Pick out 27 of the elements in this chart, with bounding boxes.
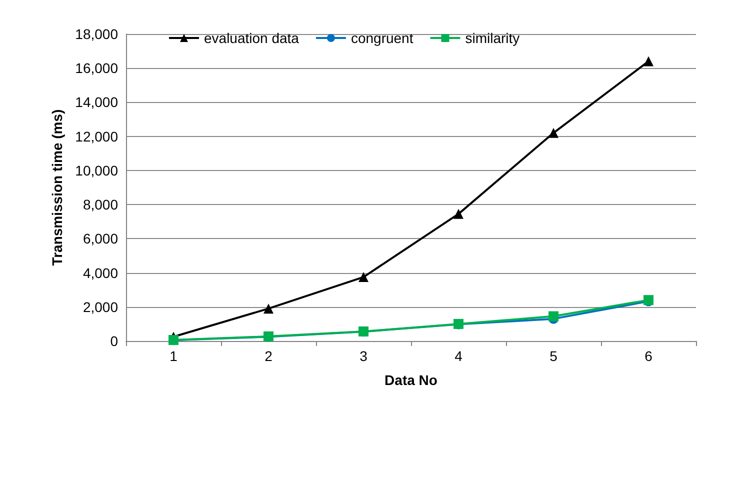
x-tick-label: 5: [550, 348, 558, 364]
y-tick-label: 10,000: [75, 162, 118, 178]
y-tick-label: 14,000: [75, 94, 118, 110]
y-tick-label: 8,000: [82, 196, 118, 213]
x-tick-label: 2: [264, 348, 273, 364]
x-tick-label: 4: [454, 348, 463, 364]
legend-label: congruent: [350, 30, 414, 46]
y-tick-label: 18,000: [75, 26, 118, 42]
point: [264, 304, 274, 314]
point: [548, 311, 558, 322]
y-axis-title: Transmission time (ms): [49, 109, 65, 266]
x-tick-label: 3: [360, 348, 368, 364]
point: [644, 56, 654, 66]
y-tick-label: 2,000: [82, 298, 118, 315]
legend-label: similarity: [465, 30, 520, 46]
x-axis-title: Data No: [384, 372, 438, 388]
y-tick-label: 0: [110, 333, 118, 349]
y-tick-label: 4,000: [82, 264, 118, 281]
y-tick-label: 16,000: [75, 60, 118, 76]
point: [548, 128, 558, 138]
x-tick-label: 1: [170, 348, 178, 364]
point: [358, 272, 368, 282]
y-tick-label: 6,000: [82, 230, 118, 247]
x-tick-label: 6: [644, 348, 653, 364]
legend-label: evaluation data: [204, 30, 300, 46]
point: [454, 208, 464, 219]
y-tick-label: 12,000: [75, 128, 118, 144]
